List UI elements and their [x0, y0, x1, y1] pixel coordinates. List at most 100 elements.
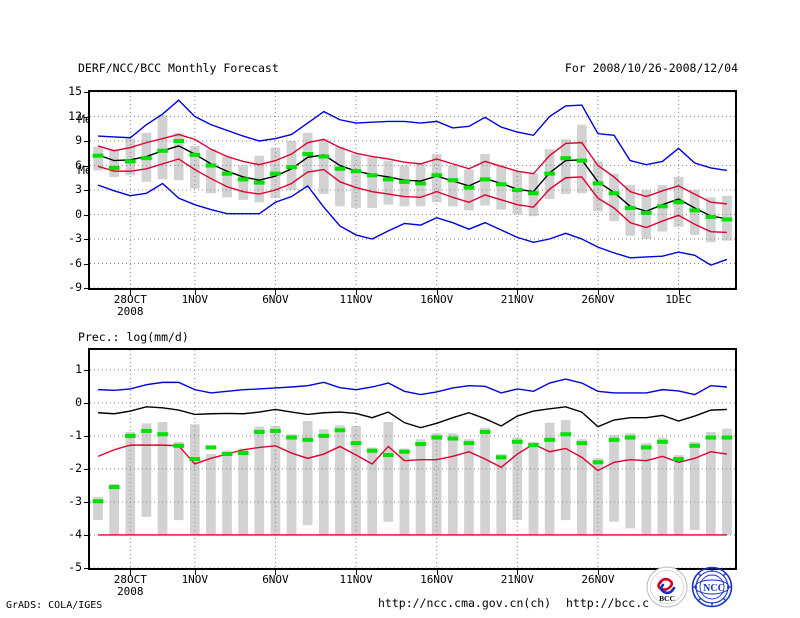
gridlines — [90, 350, 735, 568]
series-mean — [97, 145, 728, 220]
median-marker — [657, 439, 668, 444]
median-marker — [479, 177, 491, 182]
y-tick-label: 1 — [75, 361, 82, 376]
median-marker — [157, 432, 168, 437]
range-bar — [528, 441, 539, 535]
median-marker — [124, 433, 136, 438]
median-marker — [350, 169, 362, 174]
y-tick-label: -3 — [68, 493, 82, 508]
median-marker — [237, 451, 249, 456]
temperature-plot-area — [90, 92, 735, 288]
gridlines — [90, 92, 735, 288]
median-marker — [382, 453, 394, 458]
temperature-panel: 15 12 9 6 3 0 -3 -6 -9 28OCT 1NOV 6NOV 11NOV 16NOV 21… — [68, 84, 737, 318]
x-tick-mark — [436, 290, 438, 295]
range-bar — [415, 439, 426, 535]
median-marker — [640, 445, 652, 450]
x-tick-label: 26NOV — [581, 293, 615, 306]
y-tick-label: -5 — [68, 560, 82, 574]
range-bar — [189, 424, 200, 535]
range-bar — [109, 483, 120, 535]
range-bar — [335, 146, 345, 207]
median-marker — [689, 208, 701, 213]
range-bar — [593, 161, 603, 212]
range-bar — [609, 435, 619, 522]
range-bar — [464, 439, 474, 535]
x-axis-year-label: 2008 — [117, 585, 144, 598]
median-marker — [624, 435, 636, 440]
x-tick-mark — [517, 290, 519, 295]
series-mean — [98, 406, 727, 429]
median-marker — [141, 156, 152, 161]
series-lower_quartile — [97, 158, 727, 234]
median-marker — [463, 441, 475, 446]
range-bar — [609, 173, 619, 222]
y-tick-mark — [84, 534, 89, 536]
range-bar — [238, 448, 249, 535]
median-marker — [495, 455, 507, 460]
x-tick-mark — [436, 570, 438, 575]
median-marker — [544, 437, 555, 442]
median-marker — [447, 436, 459, 441]
bcc-url[interactable]: http://bcc.c — [566, 596, 650, 610]
median-marker — [673, 457, 684, 461]
median-marker — [511, 439, 523, 444]
x-tick-label: 6NOV — [262, 573, 289, 586]
median-marker — [189, 152, 201, 157]
median-marker — [205, 445, 217, 450]
y-tick-mark — [84, 92, 89, 93]
y-tick-mark — [84, 501, 89, 503]
range-bar — [222, 450, 232, 535]
y-tick-label: 15 — [68, 84, 82, 98]
range-bar — [641, 443, 652, 535]
median-marker — [270, 171, 281, 176]
x-tick-mark — [597, 570, 599, 575]
y-tick-label: 9 — [75, 133, 82, 147]
range-bar — [705, 431, 716, 535]
y-tick-label: -2 — [68, 460, 82, 475]
median-marker — [399, 449, 410, 454]
range-bar — [447, 165, 458, 207]
median-marker — [608, 191, 620, 196]
forecast-period: For 2008/10/26-2008/12/04 — [564, 61, 738, 75]
x-tick-label: 21NOV — [500, 573, 534, 586]
range-bar — [657, 437, 668, 535]
median-marker — [560, 432, 572, 437]
median-marker — [447, 178, 459, 183]
range-bar — [318, 429, 329, 535]
range-bar — [238, 165, 249, 200]
x-tick-label: 16NOV — [420, 573, 454, 586]
median-marker — [237, 177, 249, 182]
y-tick-label: 3 — [75, 182, 82, 196]
median-marker — [124, 159, 136, 164]
y-tick-mark — [84, 468, 89, 470]
ncc-url[interactable]: http://ncc.cma.gov.cn(ch) — [378, 596, 552, 610]
x-tick-mark — [194, 570, 196, 575]
range-bar — [689, 441, 700, 531]
forecast-title: DERF/NCC/BCC Monthly Forecast — [78, 61, 279, 75]
series-lower — [97, 443, 728, 472]
range-bar — [367, 157, 378, 208]
median-markers — [92, 428, 733, 504]
range-bar — [399, 165, 410, 207]
range-bar — [254, 155, 265, 203]
median-marker — [286, 165, 297, 170]
median-marker — [560, 156, 572, 161]
range-bar — [576, 439, 587, 535]
range-bar — [383, 422, 394, 522]
range-bar — [383, 160, 394, 205]
x-tick-label: 16NOV — [420, 293, 454, 306]
temperature-svg — [90, 92, 735, 288]
x-tick-label: 21NOV — [500, 293, 534, 306]
median-marker — [415, 181, 426, 186]
range-bar — [657, 185, 668, 232]
range-bar — [464, 169, 474, 211]
x-axis-year-label: 2008 — [117, 305, 144, 318]
median-marker — [205, 163, 217, 168]
y-tick-label: 0 — [75, 206, 82, 221]
range-bar — [93, 146, 103, 171]
range-bar — [625, 433, 636, 529]
x-tick-mark — [130, 290, 132, 295]
x-tick-label: 6NOV — [262, 293, 289, 306]
precipitation-svg — [90, 350, 735, 568]
